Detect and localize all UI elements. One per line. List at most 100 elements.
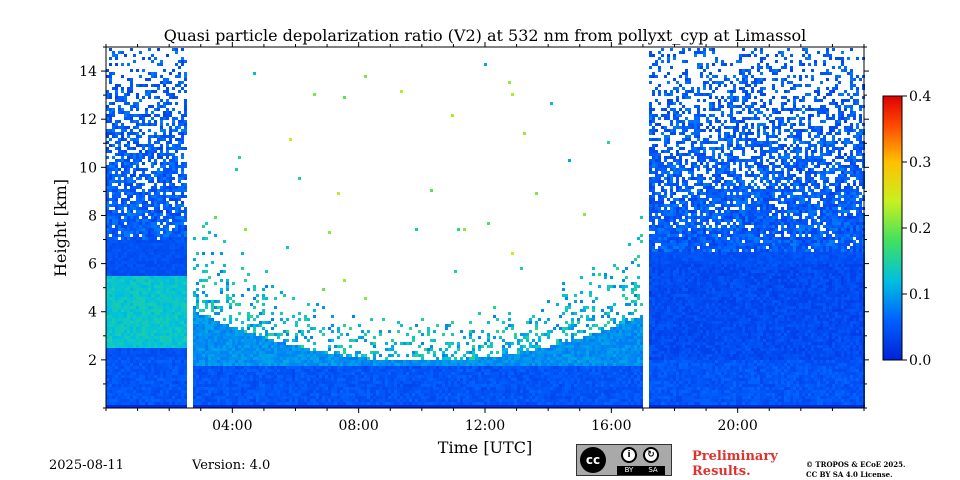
heatmap-cell: [139, 246, 142, 249]
heatmap-cell: [232, 399, 235, 402]
heatmap-cell: [181, 174, 184, 177]
heatmap-cell: [163, 84, 166, 87]
heatmap-cell: [127, 237, 130, 240]
heatmap-cell: [397, 384, 400, 387]
heatmap-cell: [406, 360, 409, 363]
heatmap-cell: [205, 315, 208, 318]
heatmap-cell: [127, 249, 130, 252]
heatmap-cell: [340, 393, 343, 396]
heatmap-cell: [160, 354, 163, 357]
heatmap-cell: [148, 384, 151, 387]
heatmap-cell: [301, 357, 304, 360]
heatmap-cell: [106, 399, 109, 402]
heatmap-cell: [229, 315, 232, 318]
heatmap-cell: [283, 354, 286, 357]
heatmap-cell: [433, 363, 436, 366]
heatmap-cell: [418, 384, 421, 387]
heatmap-cell: [166, 117, 169, 120]
heatmap-cell: [142, 237, 145, 240]
heatmap-cell: [109, 369, 112, 372]
heatmap-cell: [286, 378, 289, 381]
heatmap-cell: [151, 201, 154, 204]
heatmap-cell: [139, 285, 142, 288]
heatmap-cell: [172, 273, 175, 276]
heatmap-cell: [118, 267, 121, 270]
heatmap-cell: [160, 228, 163, 231]
heatmap-cell: [307, 324, 310, 327]
heatmap-cell: [391, 348, 394, 351]
heatmap-cell: [163, 189, 166, 192]
heatmap-cell: [130, 48, 133, 51]
heatmap-cell: [136, 324, 139, 327]
heatmap-cell: [226, 279, 229, 282]
heatmap-cell: [136, 108, 139, 111]
heatmap-cell: [118, 372, 121, 375]
heatmap-cell: [163, 405, 166, 408]
heatmap-cell: [172, 303, 175, 306]
heatmap-cell: [142, 171, 145, 174]
heatmap-cell: [157, 195, 160, 198]
heatmap-cell: [382, 396, 385, 399]
heatmap-cell: [121, 219, 124, 222]
heatmap-cell: [241, 357, 244, 360]
heatmap-cell: [340, 390, 343, 393]
heatmap-cell: [313, 369, 316, 372]
heatmap-cell: [124, 321, 127, 324]
heatmap-cell: [106, 312, 109, 315]
heatmap-cell: [244, 336, 247, 339]
heatmap-cell: [148, 147, 151, 150]
heatmap-cell: [154, 375, 157, 378]
heatmap-cell: [208, 375, 211, 378]
heatmap-cell: [328, 366, 331, 369]
heatmap-cell: [319, 366, 322, 369]
heatmap-cell: [268, 333, 271, 336]
heatmap-cell: [139, 237, 142, 240]
heatmap-cell: [370, 405, 373, 408]
heatmap-cell: [127, 381, 130, 384]
heatmap-cell: [121, 330, 124, 333]
heatmap-cell: [223, 381, 226, 384]
heatmap-cell: [397, 393, 400, 396]
heatmap-cell: [145, 108, 148, 111]
heatmap-cell: [106, 243, 109, 246]
heatmap-cell: [184, 276, 187, 279]
heatmap-cell: [145, 378, 148, 381]
heatmap-cell: [184, 219, 187, 222]
heatmap-cell: [172, 330, 175, 333]
heatmap-cell: [481, 357, 484, 360]
heatmap-cell: [226, 300, 229, 303]
heatmap-cell: [466, 351, 469, 354]
heatmap-cell: [178, 231, 181, 234]
heatmap-cell: [181, 342, 184, 345]
heatmap-cell: [457, 402, 460, 405]
heatmap-cell: [310, 393, 313, 396]
heatmap-cell: [454, 381, 457, 384]
heatmap-cell: [385, 366, 388, 369]
heatmap-cell: [133, 189, 136, 192]
heatmap-cell: [184, 132, 187, 135]
heatmap-cell: [169, 96, 172, 99]
heatmap-cell: [424, 381, 427, 384]
heatmap-cell: [175, 150, 178, 153]
heatmap-cell: [169, 138, 172, 141]
heatmap-cell: [427, 405, 430, 408]
heatmap-cell: [499, 381, 502, 384]
heatmap-cell: [121, 396, 124, 399]
heatmap-cell: [265, 378, 268, 381]
heatmap-cell: [460, 387, 463, 390]
heatmap-cell: [460, 396, 463, 399]
heatmap-cell: [115, 168, 118, 171]
heatmap-cell: [133, 387, 136, 390]
heatmap-cell: [367, 378, 370, 381]
heatmap-cell: [196, 330, 199, 333]
heatmap-cell: [121, 312, 124, 315]
heatmap-cell: [157, 177, 160, 180]
heatmap-cell: [478, 390, 481, 393]
heatmap-cell: [475, 384, 478, 387]
heatmap-cell: [205, 327, 208, 330]
heatmap-cell: [313, 342, 316, 345]
heatmap-cell: [292, 348, 295, 351]
heatmap-cell: [163, 180, 166, 183]
heatmap-cell: [238, 303, 241, 306]
heatmap-cell: [172, 213, 175, 216]
